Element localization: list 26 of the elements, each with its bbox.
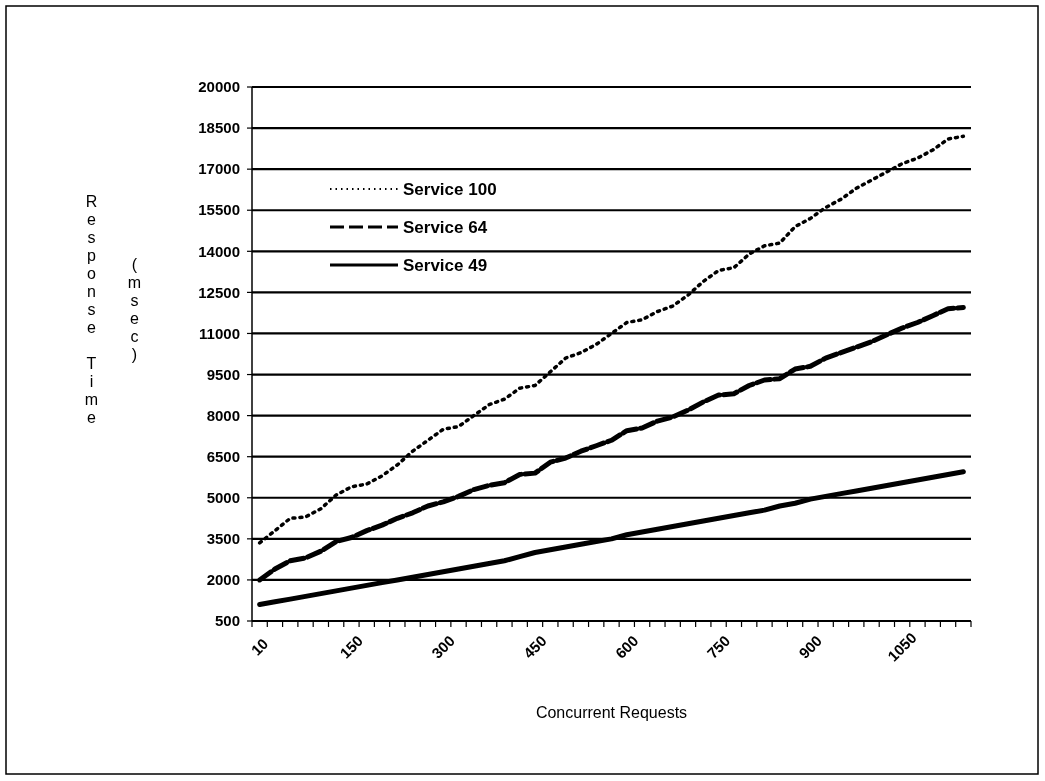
x-tick-label: 10 xyxy=(247,634,272,659)
legend-label: Service 49 xyxy=(403,255,488,275)
y-tick-label: 5000 xyxy=(206,489,240,507)
x-tick-label: 150 xyxy=(336,631,367,662)
y-tick-label: 11000 xyxy=(199,324,240,342)
y-tick-label: 3500 xyxy=(206,530,240,548)
y-tick-label: 9500 xyxy=(206,365,240,383)
x-tick-label: 750 xyxy=(703,631,734,662)
y-tick-label: 2000 xyxy=(206,571,240,589)
y-tick-label: 12500 xyxy=(198,283,240,301)
y-tick-label: 8000 xyxy=(206,406,240,424)
x-axis-title: Concurrent Requests xyxy=(535,704,688,721)
x-tick-label: 300 xyxy=(428,631,458,662)
legend-label: Service 100 xyxy=(403,179,497,199)
y-tick-label: 500 xyxy=(214,612,240,630)
text: Response Time (msec) xyxy=(83,193,143,427)
y-tick-label: 15500 xyxy=(198,201,240,219)
y-tick-label: 17000 xyxy=(198,160,240,178)
y-tick-label: 6500 xyxy=(206,447,240,465)
y-tick-label: 14000 xyxy=(198,242,240,260)
y-tick-label: 20000 xyxy=(198,78,240,96)
legend-label: Service 64 xyxy=(403,217,488,237)
x-tick-label: 600 xyxy=(611,631,642,662)
x-tick-label: 450 xyxy=(519,631,550,662)
x-tick-label: 900 xyxy=(795,631,826,662)
y-tick-label: 18500 xyxy=(198,119,240,137)
